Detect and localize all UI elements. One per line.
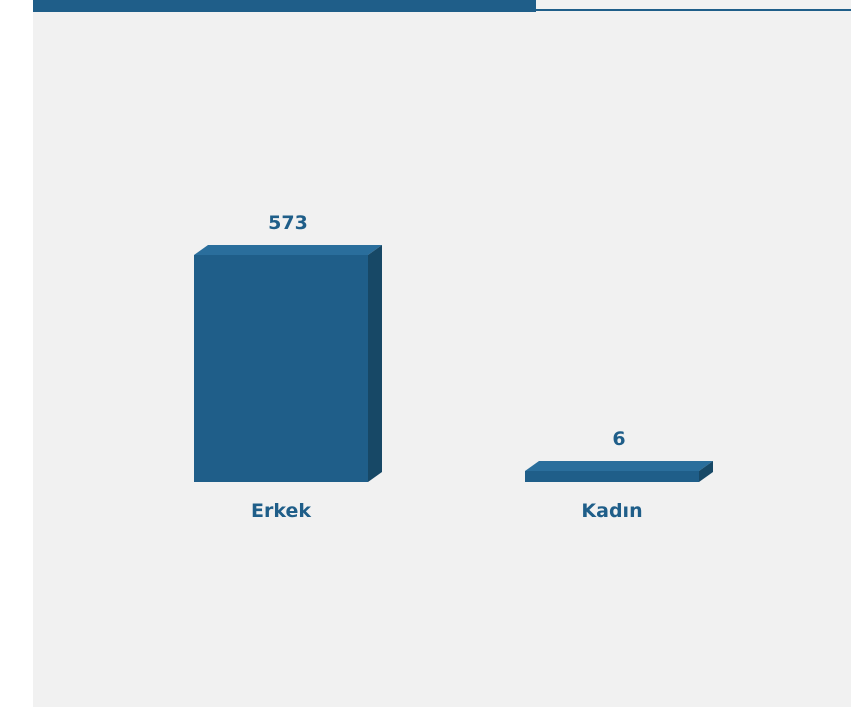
bar-kad-n: [525, 461, 713, 482]
bar-side-erkek: [368, 245, 382, 482]
category-label-erkek: Erkek: [251, 500, 311, 522]
bar-top-erkek: [194, 245, 382, 255]
header-accent-bar: [33, 0, 536, 12]
bar-top-kad-n: [525, 461, 713, 471]
bar-side-kad-n: [699, 461, 713, 482]
bar-front-erkek: [194, 255, 368, 482]
category-label-kad-n: Kadın: [581, 500, 642, 522]
chart-panel: [33, 0, 851, 707]
header-accent-line: [536, 9, 851, 11]
bar-erkek: [194, 245, 382, 482]
data-label-erkek: 573: [268, 212, 308, 234]
bar-front-kad-n: [525, 471, 699, 482]
labels-layer: 573 Erkek 6 Kadın: [251, 212, 643, 522]
bars-layer: [194, 245, 713, 482]
data-label-kad-n: 6: [612, 428, 625, 450]
